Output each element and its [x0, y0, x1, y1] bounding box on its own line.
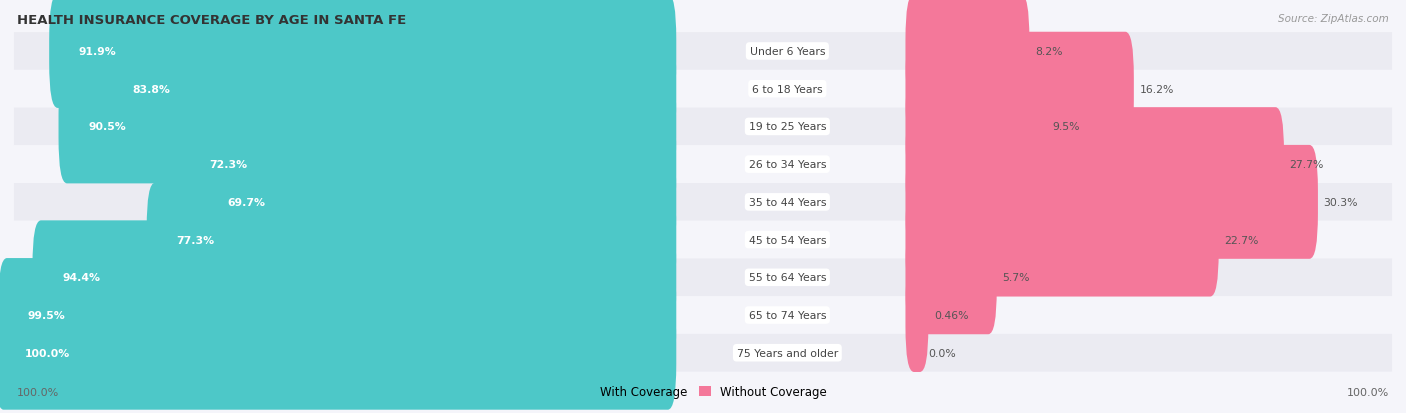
- Text: 90.5%: 90.5%: [89, 122, 125, 132]
- FancyBboxPatch shape: [905, 259, 928, 372]
- FancyBboxPatch shape: [905, 108, 1284, 221]
- FancyBboxPatch shape: [180, 108, 676, 221]
- Text: 22.7%: 22.7%: [1225, 235, 1258, 245]
- FancyBboxPatch shape: [103, 33, 676, 146]
- Text: 19 to 25 Years: 19 to 25 Years: [748, 122, 827, 132]
- Text: Source: ZipAtlas.com: Source: ZipAtlas.com: [1278, 14, 1389, 24]
- FancyBboxPatch shape: [14, 146, 1392, 183]
- Text: 99.5%: 99.5%: [28, 310, 66, 320]
- Text: 55 to 64 Years: 55 to 64 Years: [748, 273, 827, 282]
- FancyBboxPatch shape: [14, 108, 1392, 146]
- FancyBboxPatch shape: [49, 0, 676, 109]
- Text: 94.4%: 94.4%: [62, 273, 100, 282]
- Text: 6 to 18 Years: 6 to 18 Years: [752, 85, 823, 95]
- FancyBboxPatch shape: [0, 296, 676, 410]
- Text: 69.7%: 69.7%: [226, 197, 264, 207]
- FancyBboxPatch shape: [14, 259, 1392, 297]
- FancyBboxPatch shape: [14, 33, 1392, 71]
- FancyBboxPatch shape: [905, 183, 1219, 297]
- Text: 27.7%: 27.7%: [1289, 160, 1324, 170]
- FancyBboxPatch shape: [14, 221, 1392, 259]
- Text: 100.0%: 100.0%: [25, 348, 70, 358]
- Text: 45 to 54 Years: 45 to 54 Years: [748, 235, 827, 245]
- Text: 65 to 74 Years: 65 to 74 Years: [748, 310, 827, 320]
- Text: 16.2%: 16.2%: [1139, 85, 1174, 95]
- FancyBboxPatch shape: [59, 70, 676, 184]
- Text: 8.2%: 8.2%: [1035, 47, 1063, 57]
- Text: 30.3%: 30.3%: [1323, 197, 1358, 207]
- Text: 75 Years and older: 75 Years and older: [737, 348, 838, 358]
- Text: 83.8%: 83.8%: [132, 85, 170, 95]
- FancyBboxPatch shape: [197, 145, 676, 259]
- FancyBboxPatch shape: [905, 33, 1133, 146]
- FancyBboxPatch shape: [905, 70, 1046, 184]
- Text: 91.9%: 91.9%: [79, 47, 117, 57]
- FancyBboxPatch shape: [905, 145, 1317, 259]
- FancyBboxPatch shape: [905, 0, 1029, 109]
- Text: Under 6 Years: Under 6 Years: [749, 47, 825, 57]
- FancyBboxPatch shape: [14, 334, 1392, 372]
- Text: 5.7%: 5.7%: [1002, 273, 1029, 282]
- FancyBboxPatch shape: [14, 297, 1392, 334]
- FancyBboxPatch shape: [905, 221, 997, 335]
- Text: HEALTH INSURANCE COVERAGE BY AGE IN SANTA FE: HEALTH INSURANCE COVERAGE BY AGE IN SANT…: [17, 14, 406, 27]
- Text: 35 to 44 Years: 35 to 44 Years: [748, 197, 827, 207]
- Text: 26 to 34 Years: 26 to 34 Years: [748, 160, 827, 170]
- Text: 72.3%: 72.3%: [209, 160, 247, 170]
- Legend: With Coverage, Without Coverage: With Coverage, Without Coverage: [574, 381, 832, 403]
- Text: 100.0%: 100.0%: [1347, 387, 1389, 397]
- Text: 77.3%: 77.3%: [176, 235, 214, 245]
- FancyBboxPatch shape: [0, 259, 676, 372]
- FancyBboxPatch shape: [146, 183, 676, 297]
- Text: 0.0%: 0.0%: [928, 348, 956, 358]
- FancyBboxPatch shape: [32, 221, 676, 335]
- Text: 100.0%: 100.0%: [17, 387, 59, 397]
- FancyBboxPatch shape: [14, 183, 1392, 221]
- Text: 9.5%: 9.5%: [1052, 122, 1080, 132]
- Text: 0.46%: 0.46%: [934, 310, 969, 320]
- FancyBboxPatch shape: [14, 71, 1392, 108]
